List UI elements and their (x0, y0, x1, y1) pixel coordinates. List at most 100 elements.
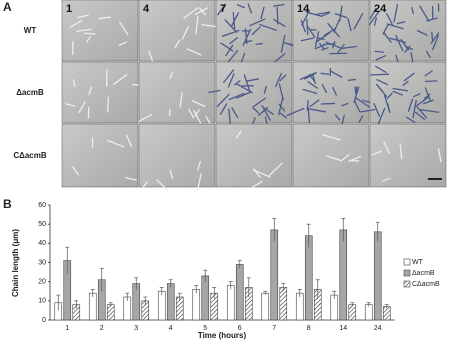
legend-swatch (403, 269, 411, 277)
cell (236, 4, 246, 9)
panel-label: B (3, 197, 12, 211)
cell (252, 97, 266, 108)
cell (340, 45, 358, 50)
cell (416, 29, 428, 36)
cell (278, 103, 286, 112)
cell (69, 19, 83, 28)
cell (274, 72, 282, 88)
cell (332, 86, 337, 96)
cell (320, 102, 336, 105)
x-tick-label: 4 (169, 325, 173, 332)
column-label: 14 (297, 3, 310, 15)
cell (321, 47, 329, 51)
cell (227, 73, 235, 88)
column-label: 7 (220, 3, 226, 15)
cell (244, 40, 253, 43)
cell (217, 3, 226, 16)
bar (348, 304, 357, 321)
cell (247, 3, 253, 14)
cell (126, 134, 133, 148)
cell (414, 96, 429, 108)
x-tick-label: 14 (339, 325, 347, 332)
cell (179, 92, 183, 108)
micrograph (61, 0, 139, 62)
cell (243, 74, 251, 93)
cell (383, 31, 392, 43)
bar (261, 292, 270, 321)
cell (279, 74, 287, 82)
cell (278, 83, 284, 101)
cell (371, 150, 383, 156)
cell (196, 173, 202, 191)
cell (262, 107, 274, 115)
cell (219, 103, 228, 115)
cell (402, 80, 409, 87)
bar (279, 287, 288, 321)
cell (412, 99, 417, 119)
cell (399, 143, 403, 160)
y-tick-label: 0 (42, 317, 46, 324)
cell (300, 37, 315, 42)
y-axis-label: Chain length (μm) (11, 229, 20, 297)
micrograph (369, 0, 447, 62)
cell (188, 108, 195, 119)
cell (314, 31, 320, 48)
cell (423, 93, 431, 99)
legend-label: WT (412, 259, 424, 266)
micrograph (215, 123, 293, 188)
y-tick-label: 60 (38, 202, 46, 209)
cell (386, 23, 404, 30)
row-label: WT (24, 26, 37, 35)
cell (169, 71, 174, 79)
cell (312, 74, 316, 84)
cell (396, 21, 406, 25)
cell (405, 116, 416, 124)
cell (395, 35, 404, 52)
cell (65, 103, 76, 107)
cell (257, 106, 269, 117)
cell (255, 42, 264, 45)
x-tick-label: 5 (203, 325, 207, 332)
cell (424, 80, 438, 83)
cell (77, 14, 89, 19)
cell (186, 48, 202, 56)
legend-label: CΔacmB (412, 281, 440, 288)
cell (368, 10, 380, 26)
bar (201, 275, 210, 321)
cell (78, 101, 86, 113)
cell (301, 10, 310, 26)
cell (107, 139, 125, 148)
bar (157, 290, 166, 321)
cell (416, 106, 428, 119)
cell (360, 108, 376, 113)
cell (353, 86, 360, 104)
cell (430, 32, 440, 44)
cell (308, 108, 327, 113)
cell (373, 102, 381, 118)
cell (382, 177, 391, 182)
bar (226, 285, 235, 321)
cell (230, 12, 240, 27)
cell (191, 100, 206, 108)
cell (72, 166, 80, 176)
cell (355, 86, 358, 95)
cell (304, 72, 317, 80)
cell (231, 107, 239, 119)
bar (304, 235, 313, 321)
cell (374, 65, 387, 73)
bar (192, 289, 201, 321)
cell (375, 83, 384, 93)
y-tick-label: 10 (38, 298, 46, 305)
cell (249, 18, 266, 27)
row-label: ΔacmB (16, 88, 44, 97)
cell (300, 19, 306, 33)
cell (306, 18, 309, 36)
cell (261, 105, 271, 121)
cell (424, 70, 433, 77)
cell (437, 148, 442, 163)
cell (347, 78, 357, 81)
cell (322, 134, 341, 141)
cell (320, 12, 330, 17)
cell (72, 79, 76, 87)
x-tick-label: 1 (65, 325, 69, 332)
